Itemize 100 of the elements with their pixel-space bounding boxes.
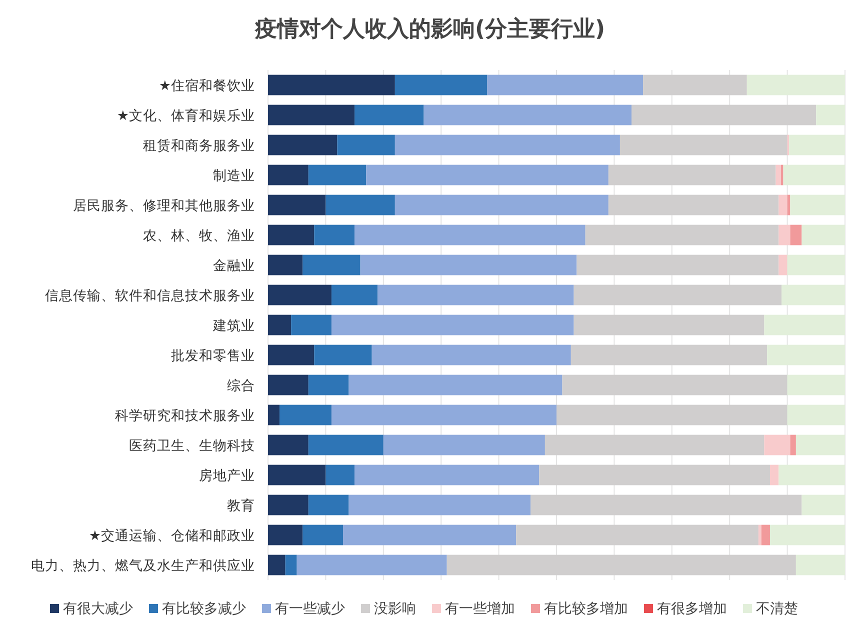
bar [424, 104, 632, 126]
bar [268, 224, 314, 246]
bar [268, 434, 308, 456]
bar [268, 254, 303, 276]
y-tick-label: 农、林、牧、渔业 [143, 228, 255, 244]
bar [530, 494, 802, 516]
bar [394, 134, 620, 156]
bar [308, 434, 384, 456]
bar [285, 554, 297, 576]
bar [268, 134, 338, 156]
bar [268, 494, 308, 516]
bar [331, 314, 574, 336]
bar [544, 434, 764, 456]
y-tick-label: 建筑业 [212, 318, 255, 334]
legend-label: 有一些增加 [445, 601, 515, 617]
y-tick-label: 居民服务、修理和其他服务业 [73, 198, 255, 214]
bar [331, 284, 378, 306]
bar [337, 134, 395, 156]
bar [394, 194, 608, 216]
bar [268, 524, 303, 546]
bar [348, 374, 562, 396]
legend-label: 有一些减少 [275, 601, 345, 617]
bar [764, 434, 790, 456]
bar [326, 194, 395, 216]
bar [268, 344, 314, 366]
bar [576, 254, 779, 276]
bar [790, 434, 796, 456]
bar [268, 404, 280, 426]
bar [331, 404, 556, 426]
bar [446, 554, 796, 576]
y-tick-label: ★住宿和餐饮业 [158, 78, 255, 94]
bar [770, 464, 779, 486]
y-tick-label: 信息传输、软件和信息技术服务业 [45, 288, 255, 304]
bar [556, 404, 788, 426]
legend-label: 不清楚 [756, 601, 798, 617]
bar [574, 284, 782, 306]
bar [394, 74, 488, 96]
y-tick-label: 租赁和商务服务业 [143, 138, 255, 154]
bar [268, 314, 292, 336]
y-tick-label: 综合 [227, 378, 255, 394]
bar [308, 494, 349, 516]
bar [280, 404, 332, 426]
legend-label: 有很大减少 [63, 601, 133, 617]
bar [354, 464, 540, 486]
bar [291, 314, 332, 336]
y-tick-label: 教育 [227, 497, 255, 514]
legend-label: 有很多增加 [657, 601, 727, 617]
bar [378, 284, 574, 306]
bar [268, 74, 395, 96]
bar [780, 164, 784, 186]
bar [539, 464, 770, 486]
bar [302, 254, 360, 276]
bar [360, 254, 577, 276]
bar [778, 254, 788, 276]
legend-label: 有比较多减少 [162, 601, 246, 617]
bar [778, 194, 788, 216]
y-tick-label: 批发和零售业 [171, 348, 255, 364]
bar [608, 194, 779, 216]
bar [268, 164, 308, 186]
bar [268, 104, 355, 126]
bar [372, 344, 571, 366]
y-tick-label: 制造业 [213, 168, 255, 184]
bar [343, 524, 516, 546]
bar [268, 194, 326, 216]
bar [585, 224, 779, 246]
y-tick-label: ★文化、体育和娱乐业 [116, 107, 255, 124]
bar [383, 434, 545, 456]
bar [314, 344, 372, 366]
y-tick-label: 医药卫生、生物科技 [129, 438, 255, 454]
bar [302, 524, 344, 546]
legend-label: 没影响 [374, 601, 416, 617]
y-tick-label: 金融业 [213, 258, 255, 274]
bar [296, 554, 447, 576]
bar [308, 164, 366, 186]
bar [608, 164, 776, 186]
bar [308, 374, 349, 396]
bar [268, 284, 332, 306]
bar [778, 224, 790, 246]
bar [366, 164, 608, 186]
y-tick-label: ★交通运输、仓储和邮政业 [88, 528, 255, 544]
bar [348, 494, 531, 516]
y-tick-label: 电力、热力、燃气及水生产和供应业 [31, 558, 255, 574]
y-tick-label: 科学研究和技术服务业 [115, 408, 255, 424]
bar [314, 224, 355, 246]
bar [268, 464, 326, 486]
bar [574, 314, 764, 336]
bar [790, 224, 802, 246]
bar [570, 344, 768, 366]
chart-title: 疫情对个人收入的影响(分主要行业) [254, 16, 606, 42]
bar [268, 374, 308, 396]
bar [354, 224, 586, 246]
legend-label: 有比较多增加 [544, 601, 628, 617]
bar [562, 374, 788, 396]
bar [268, 554, 286, 576]
bar [643, 74, 747, 96]
bar [632, 104, 816, 126]
bar [776, 164, 781, 186]
bar [354, 104, 424, 126]
bar [487, 74, 644, 96]
bar [758, 524, 762, 546]
